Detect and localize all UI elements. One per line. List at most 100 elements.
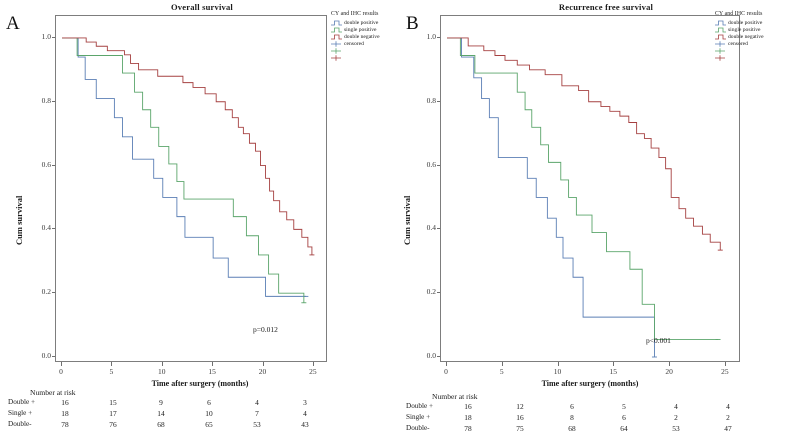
legend-item-double-positive[interactable]: double positive: [715, 20, 764, 27]
risk-cell: 2: [726, 413, 730, 422]
risk-cell: 9: [159, 398, 163, 407]
risk-cell: 68: [568, 424, 576, 433]
legend-item-double-negative[interactable]: double negative: [331, 34, 380, 41]
x-tick-mark: [669, 362, 671, 366]
legend-item-label: single positive: [728, 27, 761, 34]
risk-cell: 6: [622, 413, 626, 422]
risk-cell: 4: [255, 398, 259, 407]
risk-table-row: Double- 78 76 68 65 53 43: [8, 420, 338, 431]
panel-a-legend: CY and IHC results double positive single…: [331, 10, 380, 62]
legend-censored-icon: [715, 41, 726, 48]
x-tick-mark: [262, 362, 264, 366]
x-tick-label: 10: [553, 367, 562, 376]
legend-item-censored-extra: [715, 48, 764, 55]
risk-row-label: Double +: [8, 398, 36, 406]
y-tick-mark: [437, 228, 440, 230]
legend-item-single-positive[interactable]: single positive: [331, 27, 380, 34]
panel-a: A Overall survival Cum survival Time aft…: [0, 0, 404, 441]
curve-single-positive: [62, 37, 305, 303]
risk-row-label: Single +: [8, 409, 33, 417]
risk-table-row: Double + 16 15 9 6 4 3: [8, 398, 338, 409]
y-tick-mark: [437, 100, 440, 102]
panel-b-survival-curves: [447, 37, 723, 358]
panel-b-letter: B: [406, 13, 419, 34]
x-tick-label: 10: [158, 367, 166, 376]
x-tick-label: 5: [109, 367, 114, 376]
risk-cell: 5: [622, 402, 626, 411]
y-tick-label: 1.0: [426, 31, 436, 41]
panel-a-legend-title: CY and IHC results: [331, 11, 379, 17]
legend-item-label: double negative: [728, 34, 764, 41]
legend-item-censored[interactable]: censored: [715, 41, 764, 48]
x-tick-label: 0: [444, 367, 448, 376]
risk-cell: 16: [61, 398, 69, 407]
risk-cell: 8: [570, 413, 574, 422]
panel-b-plot-area: [440, 15, 740, 362]
legend-step-line-icon: [331, 20, 342, 26]
x-tick-mark: [111, 362, 113, 366]
panel-a-risk-table: Double +16 15 9 6 4 3 Single +18 17 14 10 7 4 Double…: [8, 398, 338, 438]
legend-item-label: censored: [344, 41, 364, 48]
legend-censored-icon: [715, 55, 726, 62]
curve-single-positive: [447, 37, 719, 340]
risk-row-label: Double-: [406, 424, 430, 432]
legend-item-censored[interactable]: censored: [331, 41, 380, 48]
risk-cell: 4: [726, 402, 730, 411]
legend-item-censored-extra: [331, 55, 380, 62]
risk-cell: 4: [303, 409, 307, 418]
x-tick-label: 15: [609, 367, 618, 376]
y-tick-label: 0.2: [41, 287, 51, 297]
risk-row-label: Double-: [8, 420, 32, 428]
legend-item-single-positive[interactable]: single positive: [715, 27, 764, 34]
y-tick-label: 0.0: [41, 351, 51, 360]
legend-censored-icon: [331, 55, 342, 62]
risk-cell: 14: [157, 409, 165, 418]
panel-b-risk-title: Number at risk: [432, 392, 478, 401]
y-tick-label: 0.4: [41, 223, 51, 233]
legend-item-double-negative[interactable]: double negative: [715, 34, 764, 41]
risk-cell: 17: [109, 409, 117, 418]
x-tick-mark: [212, 362, 214, 366]
x-tick-mark: [557, 362, 559, 366]
panel-a-p-value: p=0.012: [253, 325, 278, 334]
x-tick-mark: [501, 362, 503, 366]
risk-cell: 78: [61, 420, 69, 429]
y-tick-mark: [437, 36, 440, 38]
risk-table-row: Single + 18 17 14 10 7 4: [8, 409, 338, 420]
x-tick-mark: [312, 362, 314, 366]
y-tick-mark: [52, 36, 55, 38]
x-tick-label: 25: [721, 367, 729, 376]
legend-item-censored-extra: [331, 48, 380, 55]
legend-item-label: double positive: [344, 20, 379, 27]
x-tick-label: 20: [258, 367, 267, 376]
legend-step-line-icon: [715, 27, 726, 33]
y-tick-label: 0.0: [426, 351, 436, 360]
risk-table-row: Double- 78 75 68 64 53 47: [406, 424, 746, 435]
risk-cell: 53: [672, 424, 680, 433]
x-tick-mark: [613, 362, 615, 366]
legend-step-line-icon: [715, 20, 726, 26]
curve-double-positive: [62, 37, 306, 297]
panel-a-x-axis-label: Time after surgery (months): [151, 379, 249, 388]
risk-table-row: Double + 16 12 6 5 4 4: [406, 402, 746, 413]
curve-double-negative: [62, 37, 313, 255]
legend-step-line-icon: [331, 27, 342, 33]
risk-cell: 68: [157, 420, 165, 429]
x-tick-mark: [61, 362, 62, 366]
legend-censored-icon: [715, 48, 726, 55]
y-tick-mark: [437, 292, 440, 294]
risk-cell: 78: [464, 424, 472, 433]
risk-cell: 18: [464, 413, 472, 422]
risk-cell: 15: [109, 398, 117, 407]
legend-censored-icon: [331, 41, 342, 48]
panel-a-risk-title: Number at risk: [30, 388, 76, 397]
risk-cell: 10: [205, 409, 213, 418]
x-tick-mark: [724, 362, 726, 366]
legend-step-line-icon: [331, 34, 342, 40]
legend-item-double-positive[interactable]: double positive: [331, 20, 380, 27]
risk-cell: 3: [303, 398, 307, 407]
risk-cell: 16: [516, 413, 524, 422]
x-tick-label: 15: [208, 367, 216, 376]
y-tick-label: 1.0: [41, 31, 51, 41]
legend-step-line-icon: [715, 34, 726, 40]
